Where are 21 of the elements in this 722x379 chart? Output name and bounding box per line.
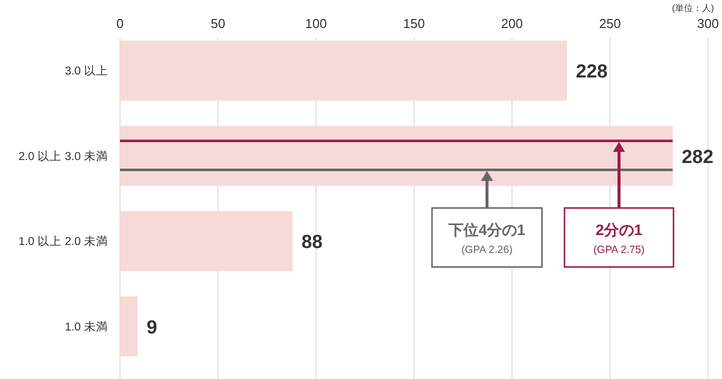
data-label: 282 [682,146,714,168]
legend-label: 下位4分の1 (GPA 2.26) [448,222,526,256]
data-label: 9 [146,317,158,338]
bar [120,40,567,101]
y-tick-label: 2.0 以上 3.0 未満 [18,150,108,163]
data-label: 88 [301,232,323,254]
x-tick-label: 50 [210,16,226,31]
x-tick-label: 250 [599,16,621,31]
y-tick-label: 1.0 未満 [64,320,108,334]
bar [120,211,292,272]
x-tick-label: 200 [501,16,523,31]
x-tick-label: 300 [697,16,719,31]
y-tick-label: 3.0 以上 [64,64,108,78]
x-tick-label: 100 [305,16,327,31]
text: (単位：人) [672,3,714,13]
ref-line-label: 2分の1 (GPA 2.75) [593,222,645,256]
x-tick-label: 150 [403,16,425,31]
y-tick-label: 1.0 以上 2.0 未満 [18,235,108,248]
x-tick-label: 0 [116,16,124,31]
data-label: 228 [576,62,608,83]
bar [120,296,138,356]
